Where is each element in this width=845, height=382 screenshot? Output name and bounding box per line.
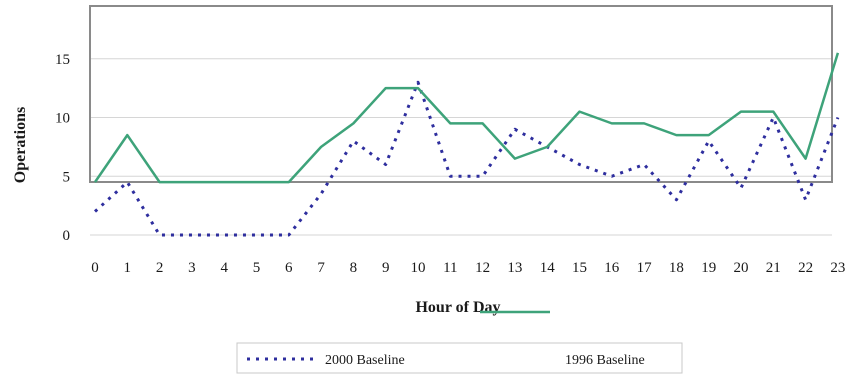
x-tick-label: 23 [830, 260, 845, 276]
y-tick-label: 0 [63, 228, 71, 244]
x-tick-label: 20 [734, 260, 749, 276]
x-tick-label: 10 [411, 260, 426, 276]
x-tick-label: 22 [798, 260, 813, 276]
x-tick-label: 1 [124, 260, 132, 276]
x-tick-label: 5 [253, 260, 261, 276]
x-tick-label: 6 [285, 260, 293, 276]
x-tick-label: 18 [669, 260, 684, 276]
x-tick-label: 2 [156, 260, 164, 276]
x-tick-label: 15 [572, 260, 587, 276]
y-axis-ticks: 0 5 10 15 [55, 52, 70, 244]
x-tick-label: 19 [701, 260, 716, 276]
legend: 2000 Baseline 1996 Baseline [237, 312, 682, 373]
x-tick-label: 13 [507, 260, 522, 276]
y-tick-label: 10 [55, 111, 70, 127]
x-tick-label: 16 [604, 260, 620, 276]
x-tick-label: 0 [91, 260, 99, 276]
y-tick-label: 15 [55, 52, 70, 68]
x-tick-label: 11 [443, 260, 457, 276]
legend-label-2000-baseline: 2000 Baseline [325, 353, 405, 368]
x-tick-label: 14 [540, 260, 556, 276]
series-layer [95, 53, 838, 235]
legend-label-1996-baseline: 1996 Baseline [565, 353, 645, 368]
x-tick-label: 21 [766, 260, 781, 276]
x-tick-label: 3 [188, 260, 196, 276]
gridlines [90, 59, 832, 235]
series-line-2000-baseline [95, 82, 838, 235]
x-tick-label: 9 [382, 260, 390, 276]
plot-area-frame [90, 6, 832, 182]
x-tick-label: 7 [317, 260, 325, 276]
x-tick-label: 12 [475, 260, 490, 276]
y-tick-label: 5 [63, 169, 71, 185]
x-axis-title: Hour of Day [415, 299, 500, 316]
x-tick-label: 4 [220, 260, 228, 276]
x-tick-label: 17 [637, 260, 653, 276]
y-axis-title: Operations [12, 107, 29, 183]
x-tick-label: 8 [350, 260, 358, 276]
